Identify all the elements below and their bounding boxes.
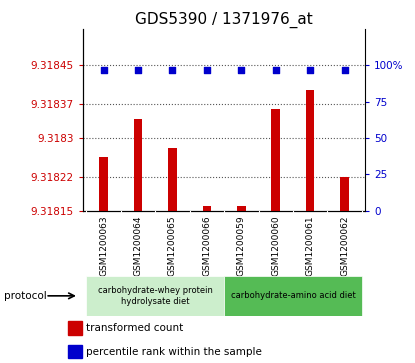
Point [204, 67, 210, 73]
Bar [224, 276, 362, 316]
Text: GSM1200064: GSM1200064 [134, 216, 143, 276]
Bar [340, 177, 349, 211]
Point [100, 67, 107, 73]
Text: transformed count: transformed count [86, 323, 184, 333]
Bar [306, 90, 315, 211]
Point [307, 67, 313, 73]
Point [238, 67, 244, 73]
Point [135, 67, 142, 73]
Text: GSM1200065: GSM1200065 [168, 216, 177, 276]
Text: GSM1200063: GSM1200063 [99, 216, 108, 276]
Bar [168, 148, 177, 211]
Bar [134, 119, 142, 211]
Point [169, 67, 176, 73]
Bar [68, 345, 82, 358]
Text: carbohydrate-amino acid diet: carbohydrate-amino acid diet [231, 291, 355, 300]
Bar [271, 109, 280, 211]
Text: percentile rank within the sample: percentile rank within the sample [86, 347, 262, 357]
Bar [99, 157, 108, 211]
Bar [86, 276, 224, 316]
Point [272, 67, 279, 73]
Text: GSM1200066: GSM1200066 [203, 216, 211, 276]
Text: GSM1200059: GSM1200059 [237, 216, 246, 276]
Text: GSM1200061: GSM1200061 [305, 216, 315, 276]
Point [341, 67, 348, 73]
Bar [237, 206, 246, 211]
Bar [203, 206, 211, 211]
Text: protocol: protocol [4, 291, 47, 301]
Text: GSM1200060: GSM1200060 [271, 216, 280, 276]
Text: GSM1200062: GSM1200062 [340, 216, 349, 276]
Title: GDS5390 / 1371976_at: GDS5390 / 1371976_at [135, 12, 313, 28]
Text: carbohydrate-whey protein
hydrolysate diet: carbohydrate-whey protein hydrolysate di… [98, 286, 213, 306]
Bar [68, 322, 82, 335]
